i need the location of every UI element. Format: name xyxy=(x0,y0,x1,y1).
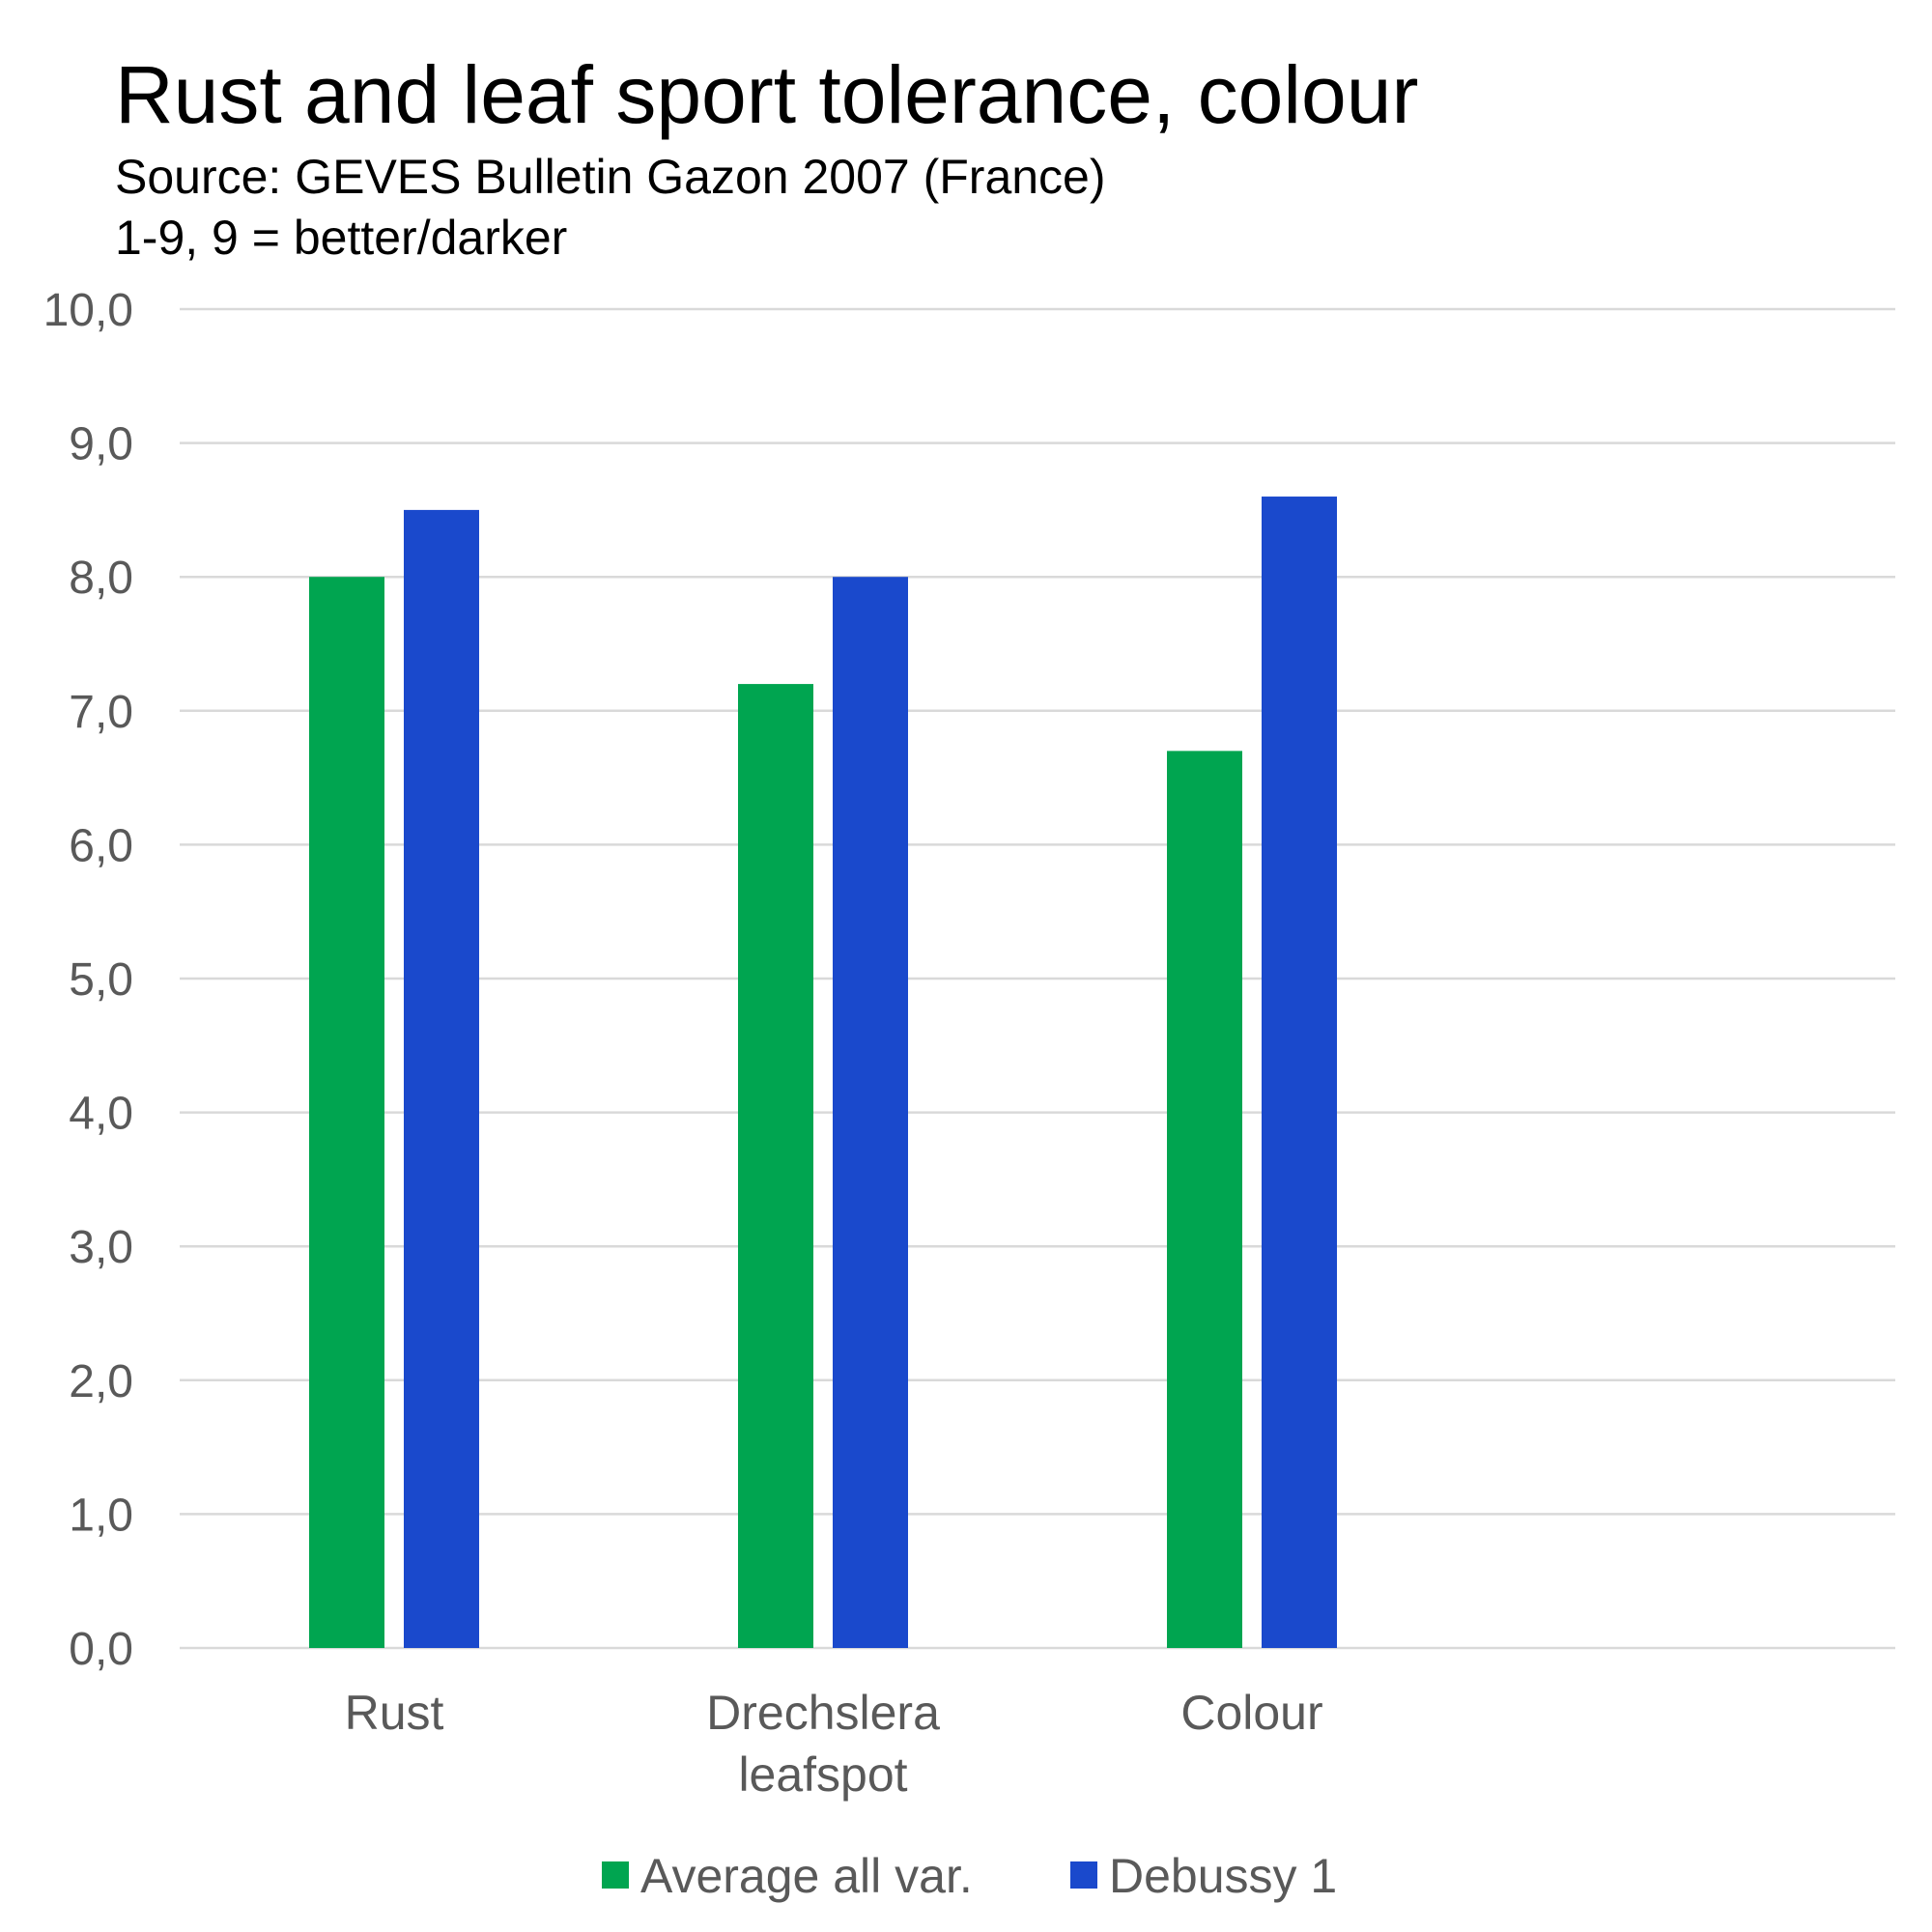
chart-subtitle-scale: 1-9, 9 = better/darker xyxy=(115,211,567,265)
x-category-label: Colour xyxy=(1180,1686,1322,1740)
x-category-label: Rust xyxy=(345,1686,444,1740)
chart-title: Rust and leaf sport tolerance, colour xyxy=(115,49,1418,140)
y-tick-label: 1,0 xyxy=(69,1490,133,1541)
bars xyxy=(309,497,1337,1649)
bar xyxy=(309,577,384,1649)
y-axis-ticks: 0,0 1,0 2,0 3,0 4,0 5,0 6,0 7,0 8,0 9,0 10,0 xyxy=(43,285,133,1675)
y-tick-label: 5,0 xyxy=(69,954,133,1006)
y-tick-label: 2,0 xyxy=(69,1356,133,1407)
bar xyxy=(738,684,813,1648)
bar xyxy=(833,577,908,1649)
legend-label: Average all var. xyxy=(640,1849,973,1903)
legend-swatch xyxy=(1070,1861,1097,1889)
legend-swatch xyxy=(602,1861,629,1889)
x-category-label: Drechslera xyxy=(706,1686,940,1740)
bar xyxy=(1167,751,1242,1648)
legend: Average all var. Debussy 1 xyxy=(602,1849,1337,1903)
y-tick-label: 8,0 xyxy=(69,553,133,604)
y-tick-label: 6,0 xyxy=(69,820,133,871)
x-category-label: leafspot xyxy=(738,1747,907,1802)
legend-label: Debussy 1 xyxy=(1109,1849,1337,1903)
y-tick-label: 3,0 xyxy=(69,1222,133,1273)
y-tick-label: 0,0 xyxy=(69,1624,133,1675)
y-tick-label: 9,0 xyxy=(69,419,133,470)
y-tick-label: 4,0 xyxy=(69,1089,133,1140)
y-tick-label: 7,0 xyxy=(69,687,133,738)
bar xyxy=(404,509,479,1648)
chart-subtitle-source: Source: GEVES Bulletin Gazon 2007 (Franc… xyxy=(115,150,1106,204)
y-tick-label: 10,0 xyxy=(43,285,133,336)
bar xyxy=(1262,497,1337,1648)
x-axis-categories: Rust Drechslera leafspot Colour xyxy=(345,1686,1323,1802)
